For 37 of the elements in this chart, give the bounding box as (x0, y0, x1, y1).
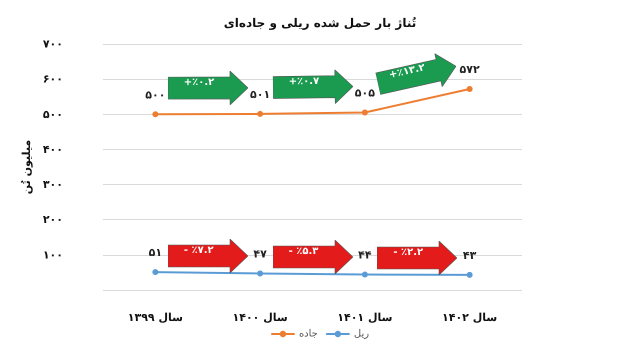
y-axis-title: میلیون تُن (20, 140, 33, 194)
point (362, 110, 368, 116)
y-tick-label: ۷۰۰ (42, 38, 63, 50)
y-tick-label: ۱۰۰ (42, 248, 63, 262)
data-label: ۵۷۲ (460, 62, 480, 76)
data-label: ۵۰۵ (354, 86, 376, 100)
annotation: +٪۰.۷ (287, 76, 320, 90)
annotation: +٪۰.۲ (182, 77, 215, 90)
x-tick-label: سال ۱۴۰۲ (442, 311, 498, 324)
point (152, 269, 158, 276)
data-label: ۴۷ (253, 247, 268, 260)
chart-title: تُناژ بار حمل شده ریلی و جاده‌ای (224, 16, 416, 30)
x-tick-label: سال ۱۳۹۹ (128, 311, 183, 324)
data-label: ۴۴ (358, 248, 372, 262)
y-tick-label: ۴۰۰ (42, 142, 63, 156)
legend-label: ریل (354, 328, 370, 340)
data-label: ۵۰۰ (145, 88, 166, 102)
x-tick-label: سال ۱۴۰۱ (337, 311, 392, 324)
annotation: - ٪۷.۲ (182, 244, 215, 258)
legend-label: جاده (298, 328, 318, 340)
point (152, 111, 158, 118)
annotation: - ٪۵.۳ (288, 246, 320, 259)
point (257, 110, 264, 117)
y-tick-label: ۶۰۰ (42, 72, 63, 86)
data-label: ۵۰۱ (250, 88, 270, 101)
point (466, 86, 473, 92)
x-tick-label: سال ۱۴۰۰ (232, 311, 288, 324)
annotation: - ٪۲.۲ (392, 246, 424, 260)
y-tick-label: ۵۰۰ (42, 108, 63, 121)
data-label: ۴۳ (462, 248, 477, 262)
point (257, 270, 264, 276)
y-tick-label: ۲۰۰ (42, 213, 63, 226)
annotation: +٪۱۳.۲ (387, 60, 428, 83)
point (466, 272, 473, 278)
y-tick-label: ۳۰۰ (42, 178, 63, 192)
point (362, 272, 368, 278)
data-label: ۵۱ (148, 246, 162, 260)
